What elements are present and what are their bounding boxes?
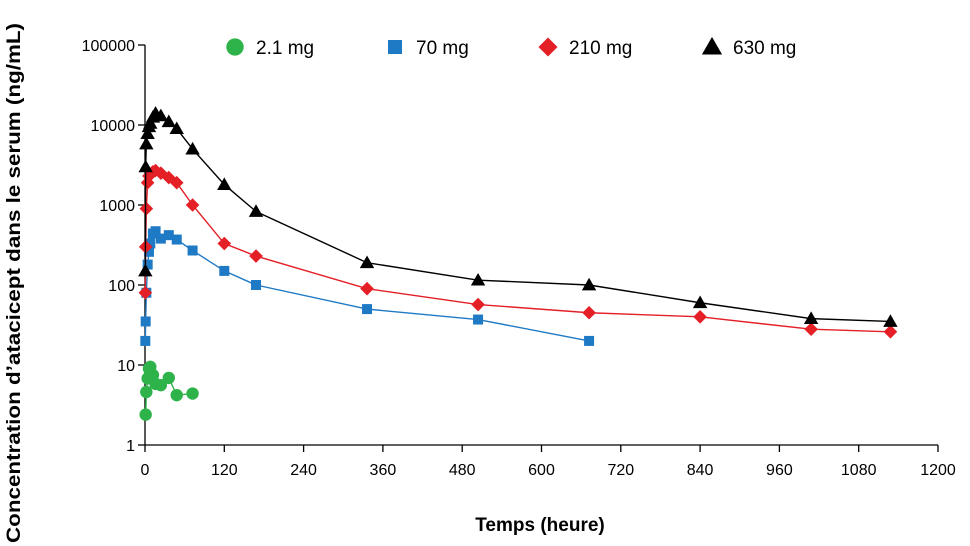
data-point-210-mg [582,305,596,320]
data-point-70-mg [142,259,153,270]
legend-marker-70-mg [388,40,402,54]
data-point-630-mg [803,311,819,325]
legend-marker-630-mg [701,36,723,55]
x-tick-label: 360 [370,462,397,479]
legend-marker-2-1-mg [226,38,244,56]
y-tick-label: 100 [108,278,135,295]
data-point-70-mg [163,230,174,241]
series-line-630-mg [144,112,891,323]
data-point-2-1-mg [140,385,153,399]
data-point-70-mg [584,335,595,346]
data-point-210-mg [471,297,485,312]
legend-item-70-mg: 70 mg [388,38,469,59]
data-point-210-mg [161,170,176,185]
data-point-630-mg [161,114,176,128]
data-point-630-mg [581,277,597,291]
data-point-70-mg [143,246,154,257]
data-point-630-mg [359,255,375,269]
y-tick-label: 1000 [99,198,135,215]
y-axis-title: Concentration d’atacicept dans le serum … [4,23,25,543]
series-630-mg [138,106,898,327]
data-point-2-1-mg [139,408,152,421]
data-point-630-mg [883,314,898,327]
data-point-70-mg [219,265,230,276]
legend-label-210-mg: 210 mg [569,38,632,59]
data-point-210-mg [140,175,155,190]
data-point-70-mg [145,238,156,249]
legend-item-2-1-mg: 2.1 mg [226,38,314,59]
series-210-mg [138,163,898,339]
data-point-630-mg [138,159,153,173]
legend: 2.1 mg 70 mg 210 mg 630 mg [226,36,796,59]
data-point-630-mg [248,204,264,217]
data-point-210-mg [249,249,263,263]
data-point-210-mg [169,175,184,190]
x-tick-label: 1080 [841,462,877,479]
data-point-210-mg [360,281,374,296]
data-point-70-mg [187,245,198,256]
data-point-630-mg [185,141,200,155]
x-tick-label: 600 [528,462,555,479]
data-point-2-1-mg [170,388,183,402]
data-point-210-mg [217,236,232,251]
legend-item-630-mg: 630 mg [701,36,796,59]
data-point-630-mg [169,121,184,135]
x-tick-label: 0 [141,462,150,479]
data-point-2-1-mg [162,371,175,385]
data-point-70-mg [171,234,182,245]
data-point-630-mg [138,263,153,277]
legend-label-70-mg: 70 mg [416,38,469,59]
legend-item-210-mg: 210 mg [538,37,632,59]
data-point-210-mg [883,325,898,339]
data-point-630-mg [470,272,486,286]
data-point-630-mg [153,108,169,122]
data-point-630-mg [140,126,155,140]
y-tick-label: 100000 [82,38,135,55]
data-point-70-mg [473,314,484,325]
data-point-630-mg [217,177,232,190]
x-tick-label: 1200 [920,462,956,479]
x-tick-label: 120 [211,462,238,479]
data-point-70-mg [140,316,151,327]
data-point-70-mg [251,280,262,290]
series [138,106,898,421]
series-2-1-mg [139,360,199,421]
legend-label-2-1-mg: 2.1 mg [256,38,314,59]
x-tick-label: 480 [449,462,476,479]
axes: 0 120 240 360 480 600 720 840 960 1080 1200 1 10 100 1… [82,38,956,479]
x-tick-label: 840 [687,462,714,479]
data-point-70-mg [155,233,166,244]
data-point-210-mg [138,285,153,300]
x-tick-label: 720 [607,462,634,479]
x-axis-title: Temps (heure) [475,515,605,536]
data-point-210-mg [804,322,818,337]
data-point-630-mg [692,295,708,309]
x-tick-label: 240 [290,462,317,479]
data-point-70-mg [150,226,161,237]
data-point-210-mg [185,198,200,212]
x-tick-label: 960 [766,462,793,479]
data-point-210-mg [693,310,707,324]
data-point-2-1-mg [186,387,199,400]
legend-marker-210-mg [538,37,558,57]
data-point-70-mg [140,335,151,346]
data-point-2-1-mg [154,378,168,392]
data-point-70-mg [362,304,373,315]
data-point-210-mg [139,201,154,216]
legend-label-630-mg: 630 mg [733,38,796,59]
y-tick-label: 10000 [91,118,136,135]
y-tick-label: 10 [117,358,135,375]
y-tick-label: 1 [126,438,135,455]
data-point-630-mg [139,136,154,150]
